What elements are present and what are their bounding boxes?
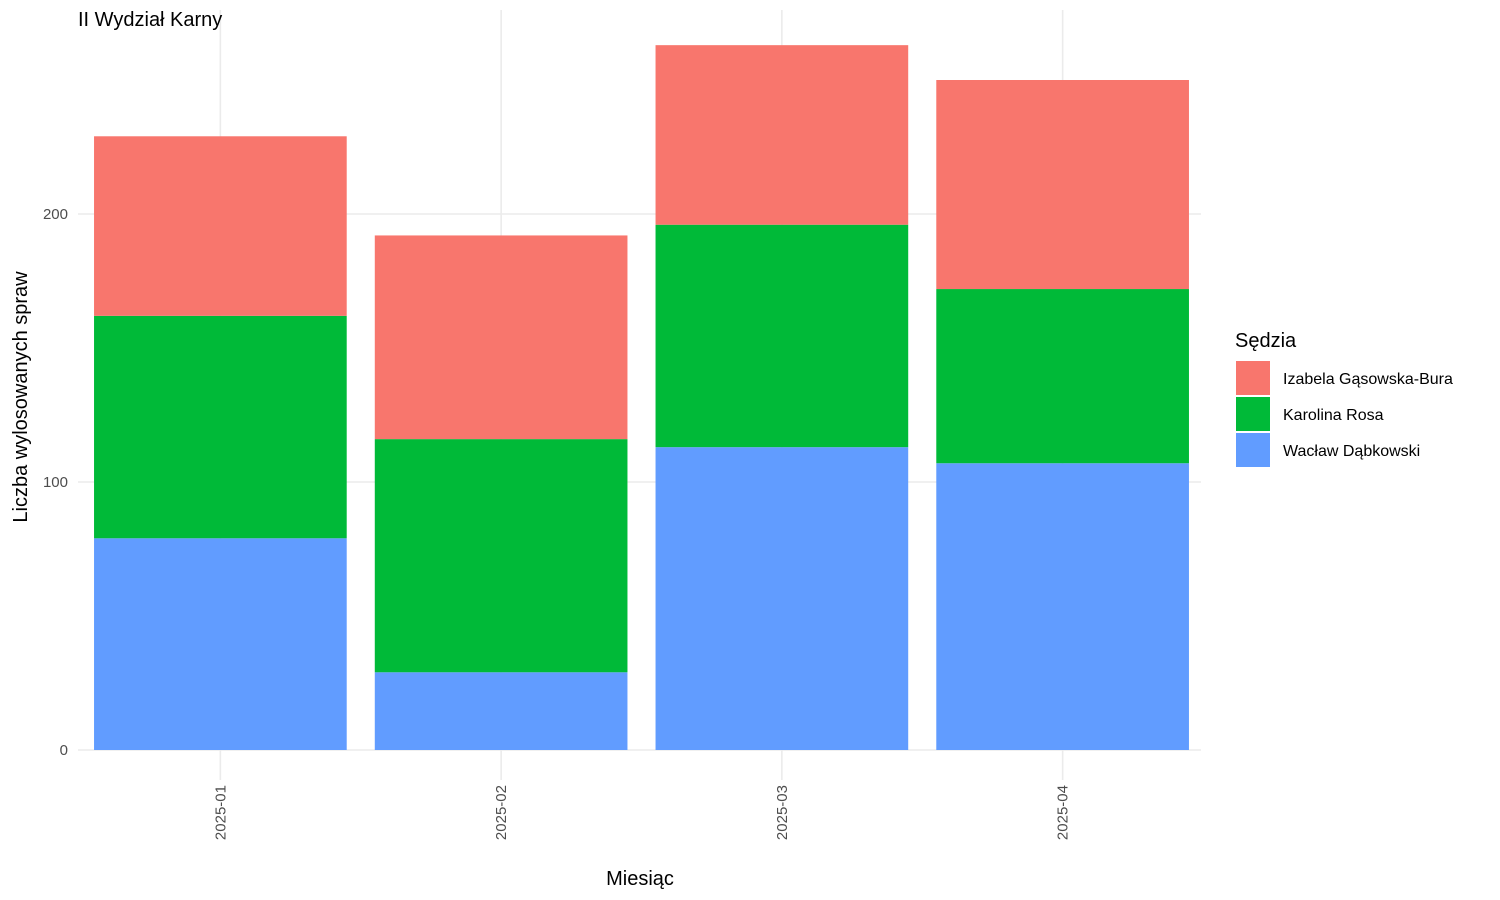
legend-swatch xyxy=(1236,397,1270,431)
bar-segment xyxy=(655,45,909,225)
legend-label: Izabela Gąsowska-Bura xyxy=(1283,371,1453,388)
legend-swatch xyxy=(1236,433,1270,467)
legend-label: Karolina Rosa xyxy=(1283,407,1384,424)
bar-segment xyxy=(374,235,628,440)
legend: Sędzia Izabela Gąsowska-Bura Karolina Ros… xyxy=(1235,330,1453,467)
bar-segment xyxy=(936,289,1189,464)
bar-segment xyxy=(94,315,347,539)
bar-segment xyxy=(374,672,628,750)
x-tick-label: 2025-03 xyxy=(774,785,791,840)
x-tick-label: 2025-01 xyxy=(212,785,229,840)
bar-segment xyxy=(655,224,909,448)
bars xyxy=(94,45,1189,750)
y-tick-label: 100 xyxy=(43,474,68,491)
bar-segment xyxy=(655,447,909,750)
legend-label: Wacław Dąbkowski xyxy=(1283,443,1420,460)
panel-title: II Wydział Karny xyxy=(78,9,222,31)
y-axis-ticks: 0 100 200 xyxy=(43,206,68,759)
bar-segment xyxy=(936,463,1189,750)
bar-segment xyxy=(936,80,1189,290)
bar-segment xyxy=(94,136,347,316)
legend-swatch xyxy=(1236,361,1270,395)
legend-items: Izabela Gąsowska-Bura Karolina Rosa Wacław… xyxy=(1236,361,1453,467)
y-tick-label: 200 xyxy=(43,206,68,223)
x-tick-label: 2025-02 xyxy=(493,785,510,840)
y-tick-label: 0 xyxy=(60,742,68,759)
x-axis-title: Miesiąc xyxy=(606,868,674,890)
bar-segment xyxy=(374,439,628,673)
x-axis-ticks: 2025-01 2025-02 2025-03 2025-04 xyxy=(212,785,1071,840)
x-tick-label: 2025-04 xyxy=(1055,785,1072,840)
legend-title: Sędzia xyxy=(1235,330,1297,352)
y-axis-title: Liczba wylosowanych spraw xyxy=(10,271,32,523)
bar-segment xyxy=(94,538,347,750)
